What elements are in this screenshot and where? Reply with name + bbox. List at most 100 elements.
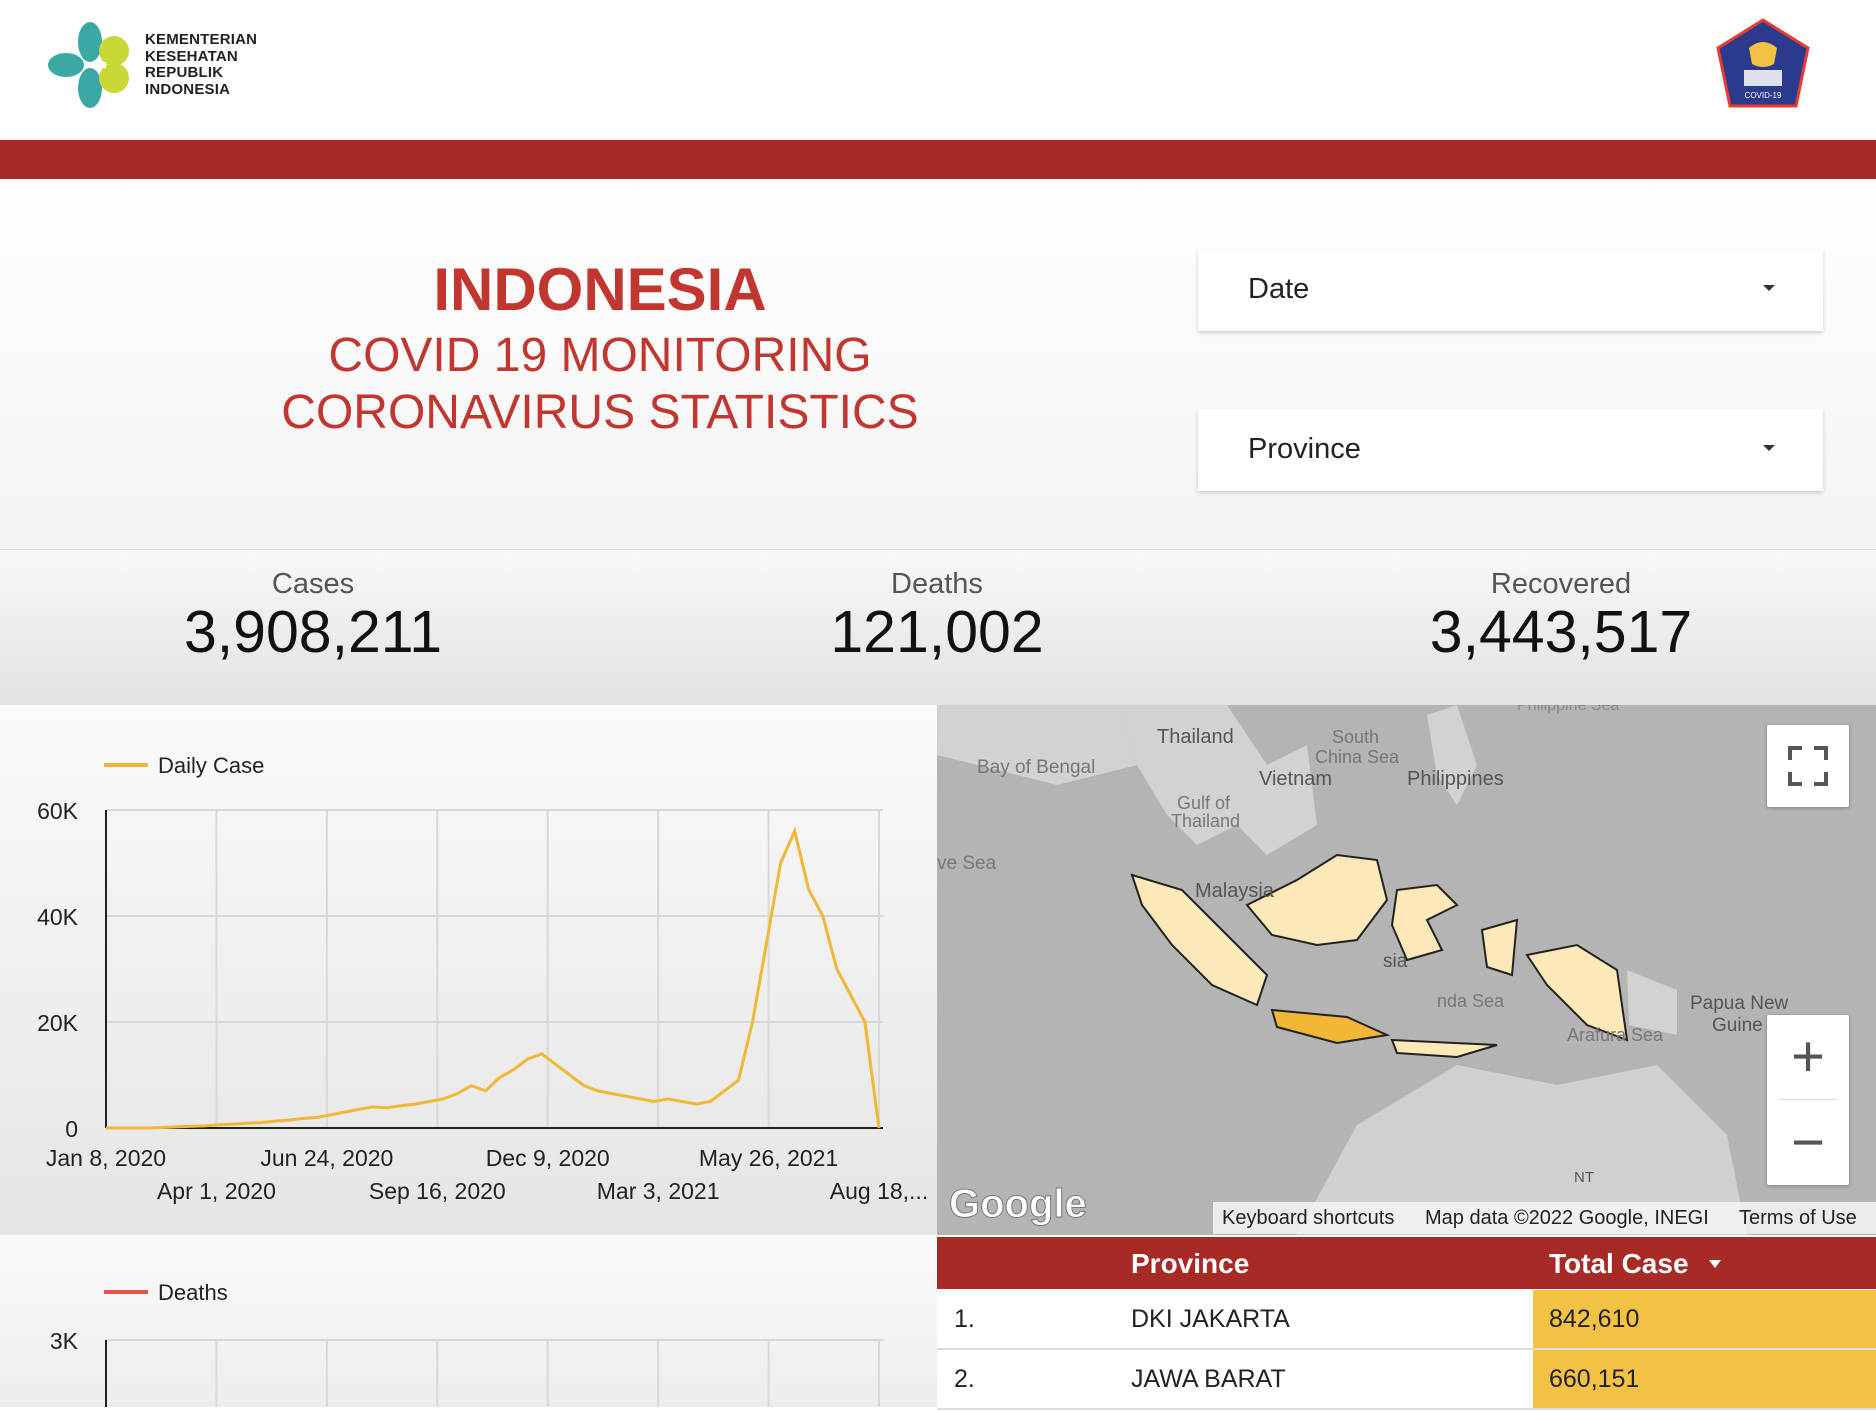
zoom-divider — [1779, 1099, 1837, 1100]
header: KEMENTERIAN KESEHATAN REPUBLIK INDONESIA… — [0, 0, 1876, 140]
logo-line: INDONESIA — [145, 80, 231, 98]
y-tick-label: 60K — [37, 798, 79, 824]
java-region[interactable] — [1270, 1008, 1391, 1045]
india-landmass — [937, 705, 1137, 785]
date-filter-label: Date — [1248, 273, 1310, 305]
page-subtitle-monitoring: COVID 19 MONITORING — [328, 329, 872, 382]
province-filter-label: Province — [1248, 433, 1361, 465]
map-label: Philippines — [1407, 768, 1504, 790]
daily-case-chart-panel: Daily Case 60K 40K 20K 0 Jan 8, 2020 Apr 1, … — [0, 705, 937, 1235]
x-axis-ticks: Jan 8, 2020 Apr 1, 2020 Jun 24, 2020 Sep 16… — [46, 1145, 928, 1204]
x-tick-label: Sep 16, 2020 — [369, 1178, 506, 1204]
x-tick-label: Jun 24, 2020 — [260, 1145, 393, 1171]
y-tick-label: 3K — [50, 1328, 79, 1354]
map-label: Thailand — [1171, 811, 1240, 831]
chart-gridlines — [215, 1340, 880, 1407]
ministry-logo-text: KEMENTERIAN KESEHATAN REPUBLIK INDONESIA — [145, 31, 257, 98]
y-tick-label: 20K — [37, 1010, 79, 1036]
recovered-label: Recovered — [1490, 568, 1632, 600]
map-label: nda Sea — [1437, 991, 1505, 1011]
map-label: China Sea — [1315, 747, 1400, 767]
caret-down-icon — [1763, 445, 1775, 451]
logo-line: KESEHATAN — [145, 47, 238, 65]
x-tick-label: Apr 1, 2020 — [157, 1178, 276, 1204]
total-case-cell-highlight — [1533, 1290, 1876, 1348]
recovered-value: 3,443,517 — [1429, 599, 1693, 665]
zoom-out-button[interactable]: − — [1791, 1110, 1825, 1175]
column-header-total-case[interactable]: Total Case — [1549, 1248, 1689, 1279]
map-label: Guine — [1712, 1015, 1763, 1036]
date-filter-dropdown[interactable]: Date — [1198, 249, 1823, 331]
sulawesi-region[interactable] — [1390, 883, 1459, 962]
province-map[interactable]: Thailand South China Sea Bay of Bengal V… — [937, 705, 1876, 1235]
x-tick-label: Dec 9, 2020 — [486, 1145, 610, 1171]
x-tick-label: Jan 8, 2020 — [46, 1145, 166, 1171]
logo-line: REPUBLIK — [145, 64, 224, 81]
keyboard-shortcuts-link[interactable]: Keyboard shortcuts — [1222, 1207, 1395, 1229]
legend-label-deaths: Deaths — [158, 1280, 228, 1305]
png-landmass — [1627, 970, 1677, 1035]
map-label: ve Sea — [937, 853, 997, 874]
map-zoom-controls: + − — [1767, 1015, 1849, 1185]
legend-label-daily-case: Daily Case — [158, 753, 264, 778]
sort-descending-icon[interactable] — [1709, 1260, 1721, 1268]
table-row[interactable]: 2. JAWA BARAT 660,151 — [937, 1350, 1876, 1410]
y-tick-label: 40K — [37, 904, 79, 930]
map-label: South — [1332, 727, 1379, 747]
google-logo: Google — [949, 1182, 1087, 1226]
row-rank: 2. — [954, 1365, 975, 1393]
map-fullscreen-button[interactable] — [1767, 725, 1849, 807]
column-header-province[interactable]: Province — [1131, 1248, 1250, 1279]
map-label: Malaysia — [1195, 880, 1275, 902]
stats-panel — [0, 550, 1876, 705]
nusa-tenggara-region[interactable] — [1390, 1038, 1498, 1059]
map-label: sia — [1383, 951, 1408, 972]
y-tick-label: 0 — [65, 1116, 78, 1142]
cases-label: Cases — [271, 568, 355, 600]
ministry-logo-icon — [48, 22, 129, 108]
map-attribution-bar: Keyboard shortcuts Map data ©2022 Google… — [1213, 1202, 1876, 1234]
covid-task-force-emblem-icon: COVID-19 — [1716, 18, 1810, 108]
deaths-value: 121,002 — [830, 599, 1044, 665]
maluku-region[interactable] — [1480, 918, 1519, 977]
fullscreen-icon — [1788, 746, 1828, 786]
x-tick-label: Mar 3, 2021 — [597, 1178, 720, 1204]
page-title: INDONESIA — [433, 256, 767, 323]
header-accent-band — [0, 140, 1876, 179]
map-label: Vietnam — [1259, 768, 1332, 790]
map-label: Philippine Sea — [1517, 705, 1619, 714]
papua-region[interactable] — [1525, 943, 1629, 1042]
caret-down-icon — [1763, 285, 1775, 291]
daily-case-series-line — [106, 826, 881, 1130]
row-total-case: 842,610 — [1549, 1305, 1640, 1333]
terms-of-use-link[interactable]: Terms of Use — [1739, 1207, 1857, 1229]
x-tick-label: Aug 18,... — [830, 1178, 928, 1204]
map-data-attribution: Map data ©2022 Google, INEGI — [1425, 1207, 1709, 1229]
sumatra-region[interactable] — [1130, 873, 1269, 1007]
total-case-cell-highlight — [1533, 1350, 1876, 1408]
cases-value: 3,908,211 — [183, 599, 443, 665]
zoom-in-button[interactable]: + — [1791, 1024, 1825, 1089]
map-canvas[interactable]: Thailand South China Sea Bay of Bengal V… — [937, 705, 1876, 1235]
x-tick-label: May 26, 2021 — [699, 1145, 838, 1171]
map-label: Arafura Sea — [1567, 1025, 1664, 1045]
svg-text:COVID-19: COVID-19 — [1745, 91, 1782, 100]
map-label: Thailand — [1157, 726, 1234, 748]
deaths-chart: Deaths 3K — [50, 1280, 883, 1407]
deaths-label: Deaths — [891, 568, 983, 600]
australia-landmass — [1297, 1065, 1747, 1235]
mainland-asia-landmass — [1117, 705, 1317, 855]
map-label: Bay of Bengal — [977, 757, 1095, 778]
province-filter-dropdown[interactable]: Province — [1198, 409, 1823, 491]
table-row[interactable]: 1. DKI JAKARTA 842,610 — [937, 1290, 1876, 1350]
kalimantan-region[interactable] — [1245, 853, 1389, 947]
table-header: Province Total Case — [937, 1237, 1876, 1289]
page-subtitle-statistics: CORONAVIRUS STATISTICS — [281, 386, 919, 439]
row-province: JAWA BARAT — [1131, 1365, 1286, 1393]
row-total-case: 660,151 — [1549, 1365, 1640, 1393]
row-rank: 1. — [954, 1305, 975, 1333]
map-label: NT — [1574, 1169, 1594, 1186]
row-province: DKI JAKARTA — [1131, 1305, 1290, 1333]
y-axis-ticks: 60K 40K 20K 0 — [37, 798, 79, 1142]
deaths-chart-panel: Deaths 3K — [0, 1235, 937, 1407]
